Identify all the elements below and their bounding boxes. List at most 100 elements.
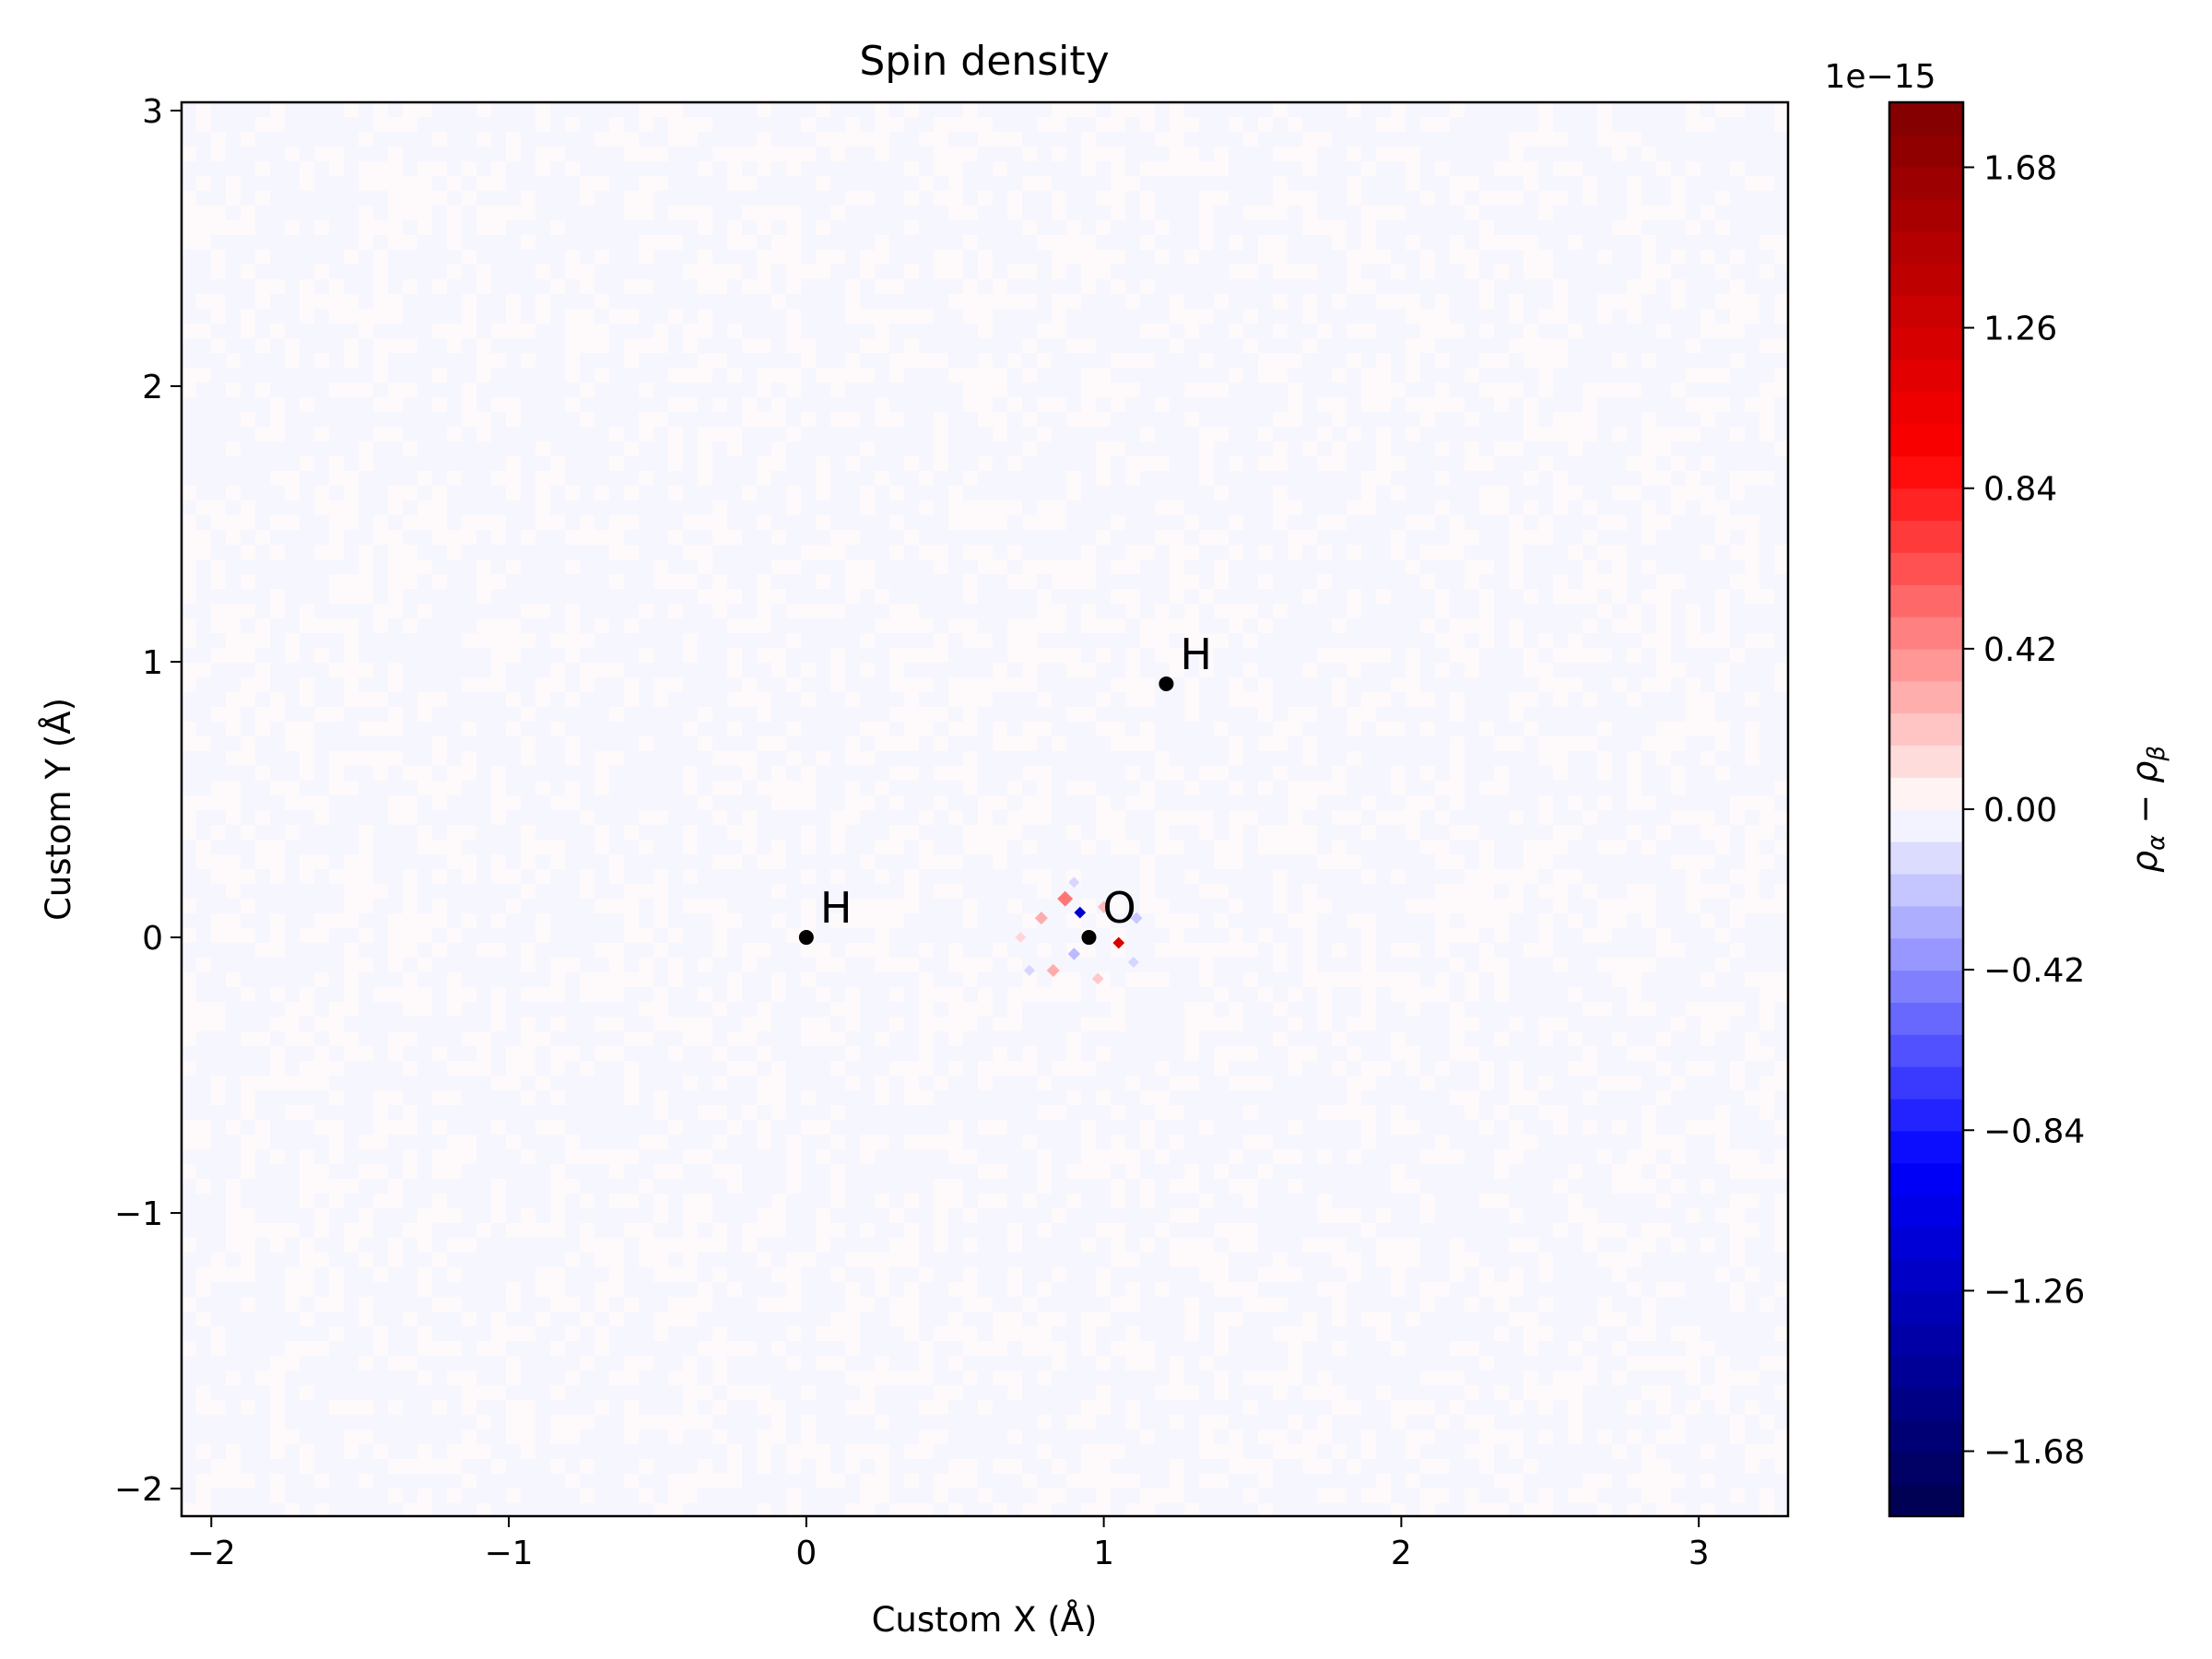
- heatmap-cell: [727, 1164, 742, 1179]
- heatmap-cell: [1125, 1297, 1140, 1312]
- heatmap-cell: [1671, 943, 1686, 958]
- heatmap-cell: [1774, 677, 1788, 692]
- heatmap-cell: [801, 1415, 816, 1430]
- heatmap-cell: [1745, 899, 1759, 913]
- heatmap-cell: [1184, 677, 1199, 692]
- heatmap-cell: [535, 1312, 550, 1326]
- heatmap-cell: [594, 1149, 609, 1164]
- heatmap-cell: [1641, 147, 1656, 161]
- heatmap-cell: [1715, 265, 1730, 279]
- heatmap-cell: [727, 722, 742, 736]
- heatmap-cell: [1066, 707, 1081, 722]
- heatmap-cell: [1700, 1031, 1715, 1046]
- heatmap-cell: [1671, 176, 1686, 191]
- heatmap-cell: [727, 781, 742, 795]
- heatmap-cell: [1155, 618, 1170, 633]
- heatmap-cell: [211, 1459, 226, 1474]
- heatmap-cell: [314, 147, 329, 161]
- heatmap-cell: [875, 1459, 889, 1474]
- heatmap-cell: [1597, 250, 1612, 265]
- heatmap-cell: [727, 825, 742, 840]
- heatmap-cell: [1184, 1253, 1199, 1267]
- heatmap-cell: [1450, 1341, 1465, 1356]
- heatmap-cell: [491, 943, 506, 958]
- heatmap-cell: [477, 574, 491, 589]
- heatmap-cell: [639, 279, 653, 294]
- heatmap-cell: [1258, 353, 1273, 368]
- heatmap-cell: [462, 1430, 477, 1444]
- heatmap-cell: [521, 840, 535, 854]
- heatmap-cell: [594, 486, 609, 500]
- heatmap-cell: [418, 206, 432, 220]
- heatmap-cell: [639, 427, 653, 441]
- heatmap-cell: [948, 1061, 963, 1076]
- heatmap-cell: [432, 1090, 447, 1105]
- heatmap-cell: [1199, 1238, 1214, 1253]
- heatmap-cell: [639, 382, 653, 397]
- heatmap-cell: [904, 1238, 919, 1253]
- heatmap-cell: [182, 810, 196, 825]
- heatmap-cell: [801, 899, 816, 913]
- heatmap-cell: [1391, 781, 1406, 795]
- heatmap-cell: [1730, 1415, 1745, 1430]
- heatmap-cell: [1229, 1002, 1243, 1017]
- heatmap-cell: [1538, 677, 1553, 692]
- heatmap-cell: [712, 1105, 727, 1120]
- heatmap-cell: [683, 1356, 698, 1371]
- heatmap-cell: [285, 1105, 300, 1120]
- heatmap-cell: [668, 206, 683, 220]
- heatmap-cell: [182, 1297, 196, 1312]
- heatmap-cell: [875, 618, 889, 633]
- heatmap-cell: [1568, 913, 1583, 928]
- heatmap-cell: [816, 751, 830, 766]
- heatmap-cell: [1096, 1282, 1111, 1297]
- heatmap-cell: [948, 206, 963, 220]
- heatmap-cell: [491, 353, 506, 368]
- heatmap-cell: [1538, 736, 1553, 751]
- heatmap-cell: [1184, 781, 1199, 795]
- heatmap-cell: [565, 633, 580, 648]
- colorbar-tick-label: 0.84: [1983, 471, 2057, 509]
- heatmap-cell: [816, 132, 830, 147]
- heatmap-cell: [742, 618, 757, 633]
- heatmap-cell: [1052, 1459, 1066, 1474]
- heatmap-cell: [1361, 1017, 1376, 1031]
- heatmap-cell: [491, 913, 506, 928]
- heatmap-cell: [1759, 1046, 1774, 1061]
- heatmap-cell: [196, 324, 211, 338]
- heatmap-cell: [712, 589, 727, 604]
- heatmap-cell: [653, 1194, 668, 1208]
- heatmap-cell: [1155, 220, 1170, 235]
- heatmap-cell: [1376, 1488, 1391, 1503]
- heatmap-cell: [1686, 1002, 1700, 1017]
- heatmap-cell: [978, 412, 993, 427]
- heatmap-cell: [1671, 486, 1686, 500]
- heatmap-cell: [1465, 368, 1479, 382]
- heatmap-cell: [757, 692, 771, 707]
- heatmap-cell: [182, 382, 196, 397]
- heatmap-cell: [1170, 1371, 1184, 1385]
- heatmap-cell: [889, 1371, 904, 1385]
- heatmap-cell: [447, 854, 462, 869]
- heatmap-cell: [1656, 1474, 1671, 1488]
- heatmap-cell: [300, 1312, 314, 1326]
- heatmap-cell: [491, 574, 506, 589]
- heatmap-cell: [757, 102, 771, 117]
- heatmap-cell: [196, 530, 211, 545]
- heatmap-cell: [1081, 1444, 1096, 1459]
- heatmap-cell: [447, 766, 462, 781]
- heatmap-cell: [1243, 692, 1258, 707]
- heatmap-cell: [830, 1326, 845, 1341]
- heatmap-cell: [742, 943, 757, 958]
- heatmap-cell: [270, 854, 285, 869]
- heatmap-cell: [934, 427, 948, 441]
- heatmap-cell: [889, 1061, 904, 1076]
- heatmap-cell: [1627, 176, 1641, 191]
- heatmap-cell: [1479, 1282, 1494, 1297]
- heatmap-cell: [978, 1488, 993, 1503]
- heatmap-cell: [1612, 1120, 1627, 1135]
- heatmap-cell: [1583, 884, 1597, 899]
- colorbar-band: [1889, 520, 1963, 553]
- heatmap-cell: [668, 1297, 683, 1312]
- heatmap-cell: [1597, 294, 1612, 309]
